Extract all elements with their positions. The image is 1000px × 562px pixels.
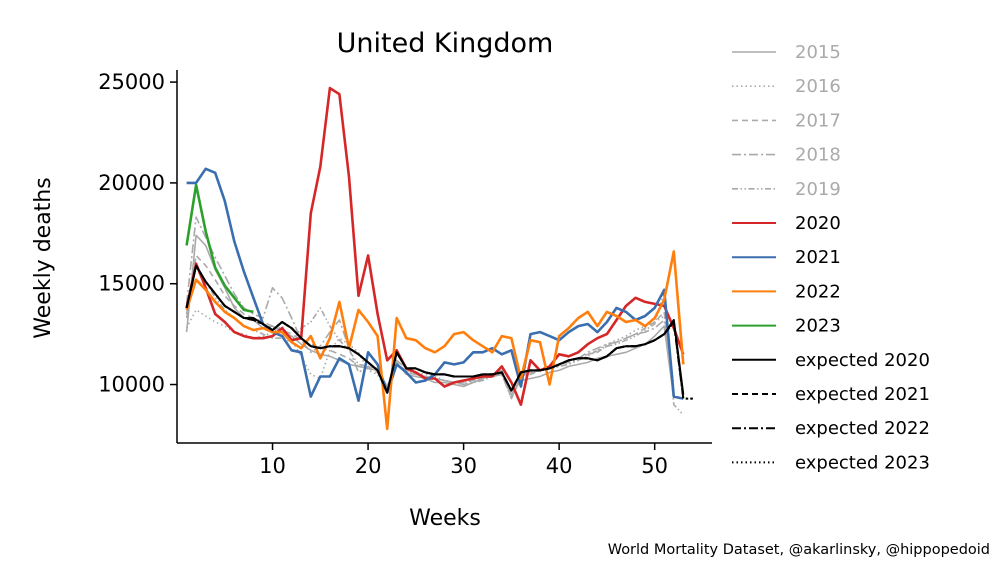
chart-title: United Kingdom [337,28,554,59]
series-line-2022 [185,250,685,431]
legend-label-2016: 2016 [795,76,841,97]
x-axis-label: Weeks [409,506,481,531]
series-line-2018 [185,216,675,398]
legend-label-2023: 2023 [795,316,841,337]
legend: 2015 2016 2017 2018 2019 2020 2021 2022 2023 expe… [732,42,930,473]
y-ticks: 10000 15000 20000 25000 [98,70,177,397]
series-line-2023 [185,183,254,314]
legend-label-expected-2023: expected 2023 [795,452,930,473]
series-line-2019 [185,264,684,416]
footer-credit: World Mortality Dataset, @akarlinsky, @h… [607,542,990,558]
y-tick-label-20000: 20000 [98,171,165,195]
x-ticks: 10 20 30 40 50 [259,443,668,478]
x-tick-label-50: 50 [641,454,668,478]
legend-label-expected-2020: expected 2020 [795,350,930,371]
plot-lines [185,86,693,431]
series-line-expected-2023 [185,264,693,400]
series-line-2020 [185,86,685,407]
y-tick-label-15000: 15000 [98,272,165,296]
series-line-2021 [186,167,684,403]
y-axis-label: Weekly deaths [31,177,56,338]
x-tick-label-10: 10 [259,454,286,478]
series-line-2016 [185,309,675,400]
legend-label-expected-2021: expected 2021 [795,384,930,405]
legend-label-2018: 2018 [795,145,841,166]
x-tick-label-30: 30 [450,454,477,478]
y-tick-label-10000: 10000 [98,373,165,397]
legend-label-expected-2022: expected 2022 [795,418,930,439]
legend-label-2019: 2019 [795,179,841,200]
x-tick-label-20: 20 [355,454,382,478]
legend-label-2020: 2020 [795,213,841,234]
axes [176,70,712,444]
legend-label-2015: 2015 [795,42,841,63]
legend-label-2021: 2021 [795,247,841,268]
legend-label-2022: 2022 [795,281,841,302]
x-tick-label-40: 40 [546,454,573,478]
y-tick-label-25000: 25000 [98,70,165,94]
legend-label-2017: 2017 [795,110,841,131]
mortality-chart: United Kingdom 10 20 30 40 50 10000 15000 2000… [31,28,930,531]
